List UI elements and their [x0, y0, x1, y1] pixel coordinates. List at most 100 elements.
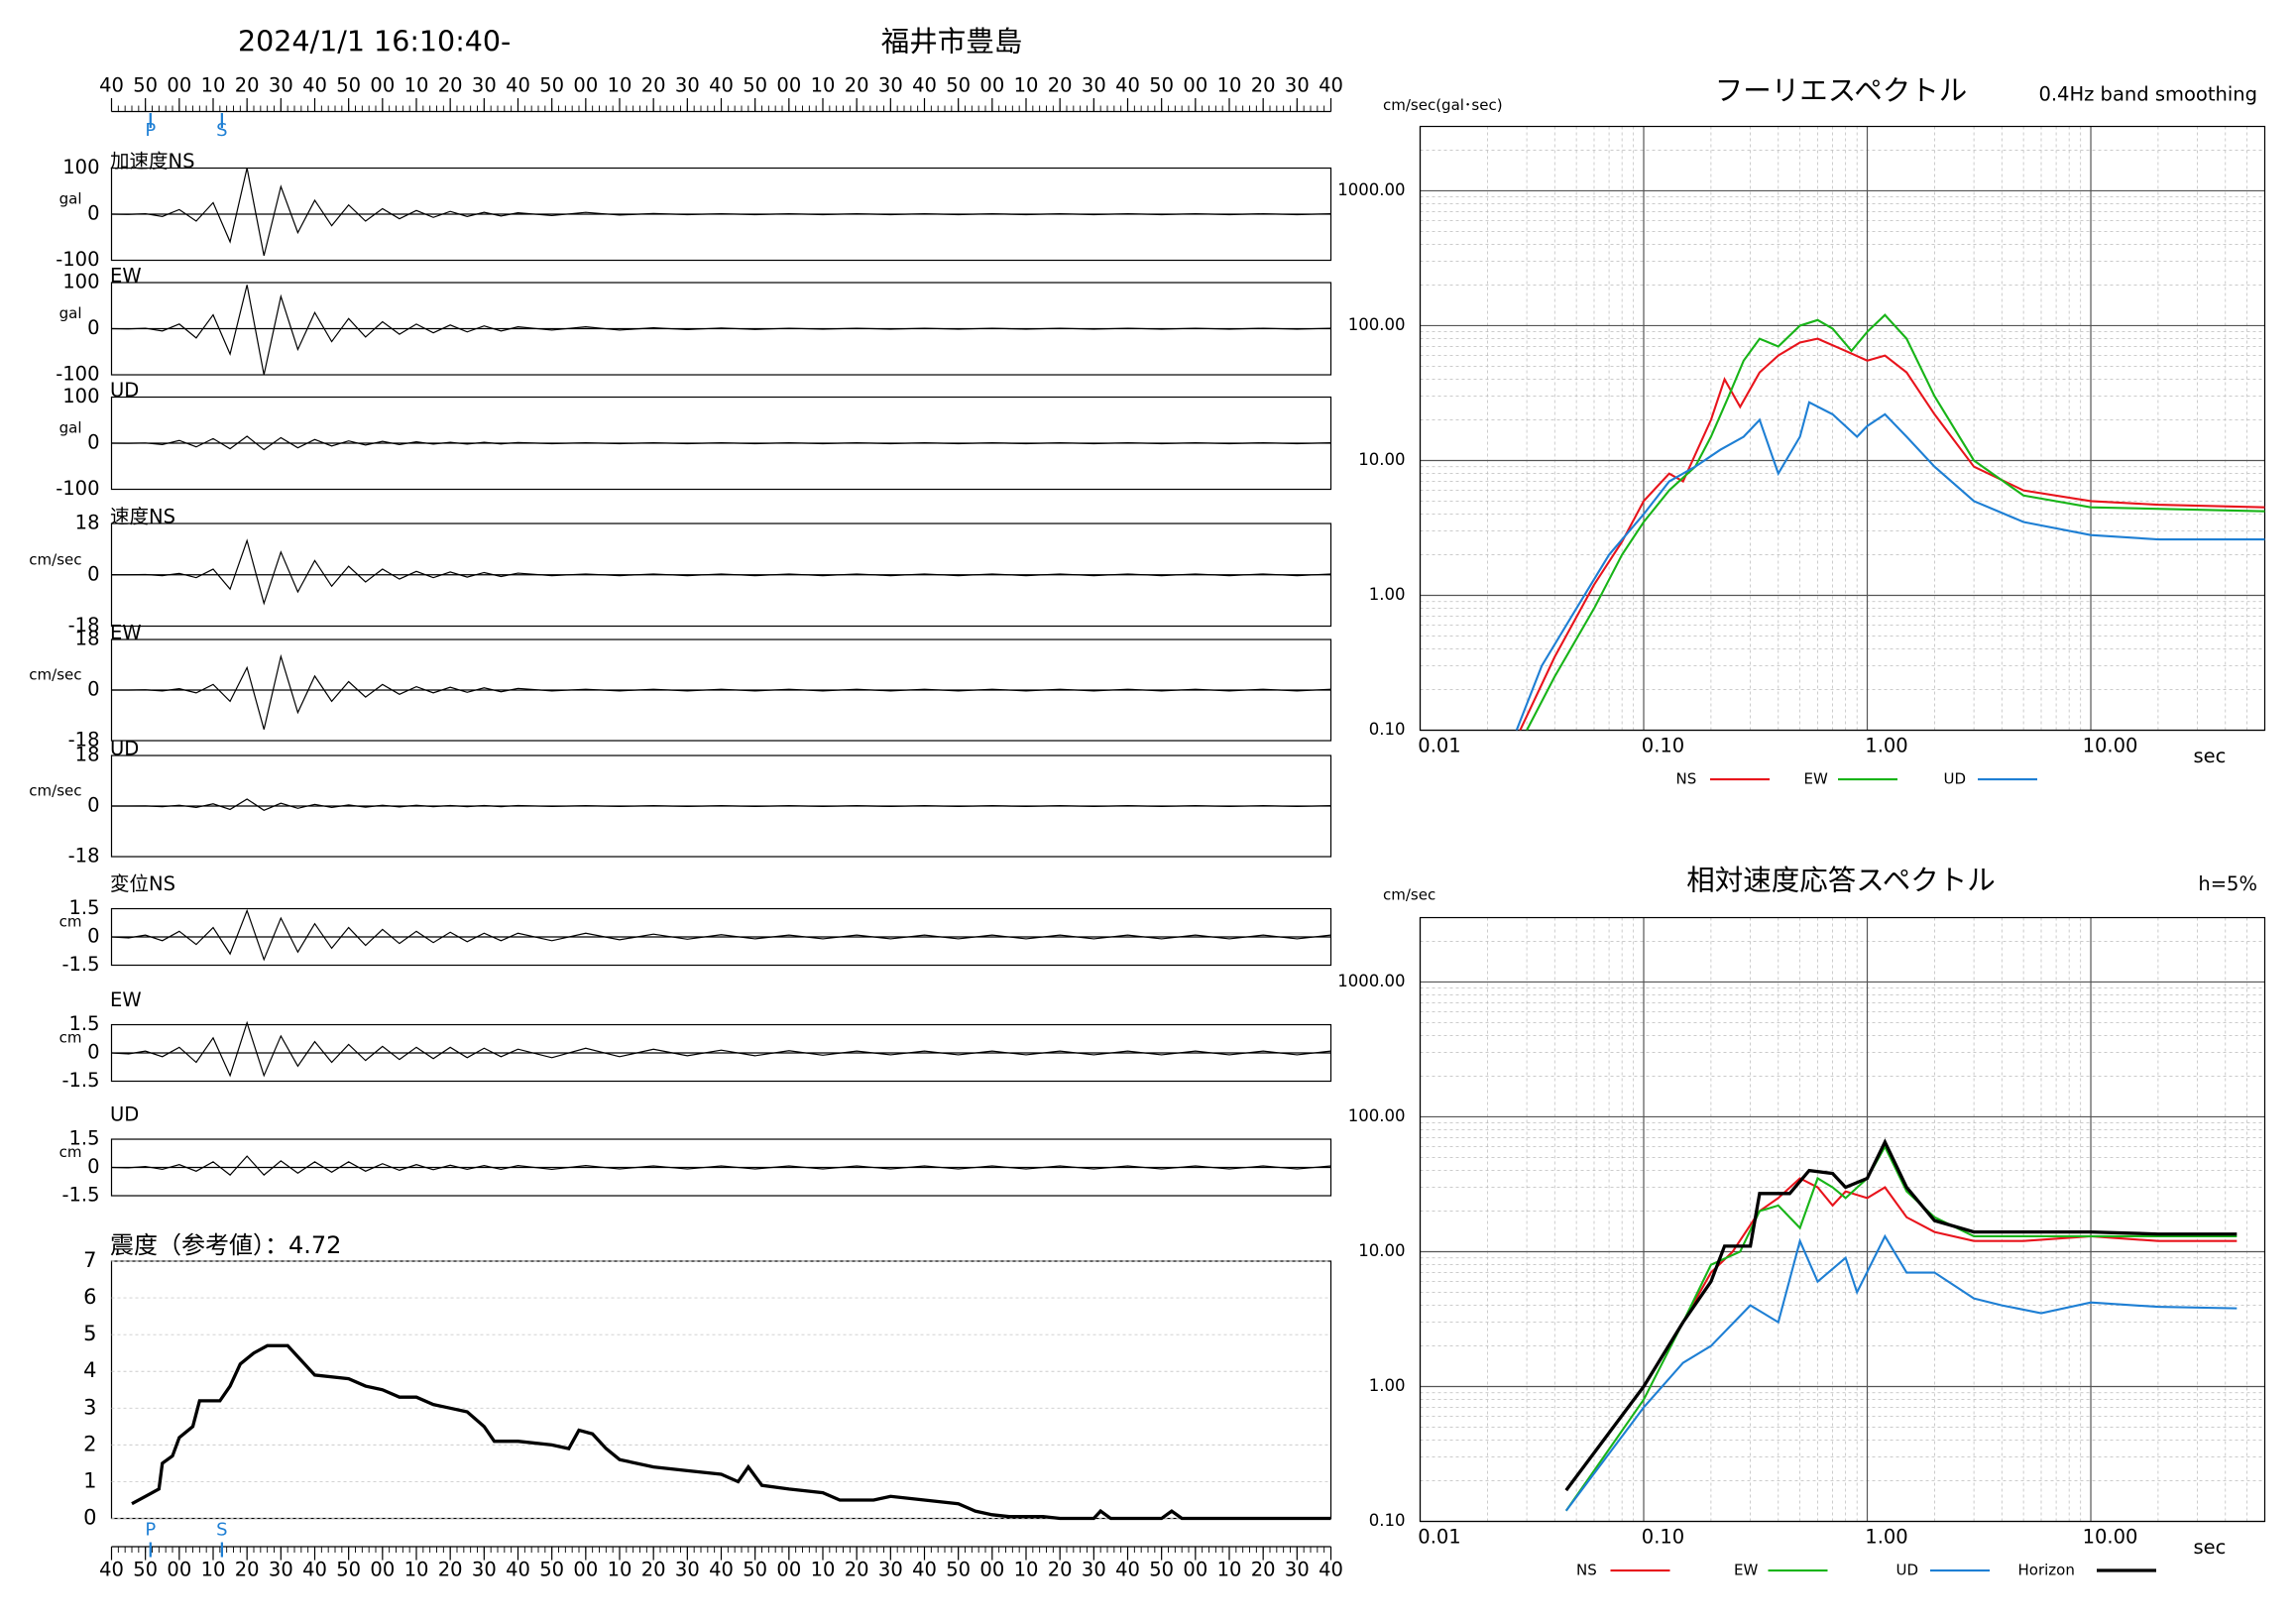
time-tick-label: 00 — [167, 1559, 191, 1581]
panel-label: UD — [110, 379, 139, 402]
panel-label: 変位NS — [110, 872, 175, 895]
time-tick-label: 10 — [201, 74, 226, 97]
intensity-line — [131, 1343, 1331, 1521]
phase-label: P — [145, 1520, 156, 1541]
time-tick-label: 50 — [743, 1559, 767, 1581]
x-tick-label: 0.10 — [1642, 1526, 1684, 1549]
y-tick-label: 1.00 — [1369, 585, 1406, 604]
time-tick-label: 00 — [776, 74, 801, 97]
spectrum-line — [1519, 337, 2265, 731]
y-tick-label: 1.00 — [1369, 1376, 1406, 1395]
y-tick-label: 1000.00 — [1337, 972, 1405, 990]
time-tick-label: 20 — [641, 1559, 666, 1581]
time-tick-label: 40 — [1115, 1559, 1140, 1581]
spectrum-line — [1526, 313, 2265, 731]
y-tick-label: -100 — [56, 248, 99, 271]
time-tick-label: 30 — [1082, 1559, 1106, 1581]
time-tick-label: 30 — [1285, 1559, 1310, 1581]
time-tick-label: 40 — [302, 1559, 327, 1581]
panel-label: EW — [110, 265, 142, 288]
x-tick-label: 0.10 — [1642, 735, 1684, 757]
y-tick-label: -1.5 — [61, 1184, 99, 1207]
x-tick-label: 0.01 — [1418, 1526, 1460, 1549]
time-tick-label: 10 — [1217, 1559, 1242, 1581]
panel-label: 速度NS — [110, 506, 175, 528]
waveform — [111, 653, 1331, 730]
y-tick-label: -100 — [56, 477, 99, 500]
time-tick-label: 10 — [608, 1559, 632, 1581]
y-tick-label: -18 — [68, 845, 100, 868]
spectrum-note: h=5% — [2198, 872, 2257, 895]
time-tick-label: 40 — [99, 74, 124, 97]
time-tick-label: 10 — [201, 1559, 226, 1581]
time-tick-label: 30 — [472, 74, 497, 97]
time-tick-label: 00 — [370, 1559, 395, 1581]
time-tick-label: 00 — [1183, 74, 1207, 97]
y-tick-label: 2 — [83, 1432, 96, 1455]
unit-label: cm/sec — [29, 550, 81, 568]
title: 2024/1/1 16:10:40- — [238, 26, 511, 58]
time-tick-label: 40 — [709, 1559, 734, 1581]
y-tick-label: 1.5 — [68, 1012, 99, 1035]
x-axis-label: sec — [2194, 1536, 2227, 1559]
time-tick-label: 50 — [539, 1559, 564, 1581]
y-tick-label: 1.5 — [68, 1127, 99, 1150]
unit-label: cm/sec — [29, 666, 81, 684]
unit-label: gal — [59, 190, 82, 208]
y-tick-label: 10.00 — [1358, 450, 1405, 469]
unit-label: gal — [59, 304, 82, 322]
panel-label: EW — [110, 622, 142, 644]
waveform — [111, 285, 1331, 376]
time-tick-label: 20 — [1048, 1559, 1073, 1581]
time-tick-label: 10 — [1014, 74, 1039, 97]
phase-label: P — [145, 120, 156, 141]
time-tick-label: 50 — [946, 1559, 971, 1581]
time-tick-label: 40 — [506, 74, 530, 97]
time-tick-label: 50 — [133, 74, 158, 97]
y-tick-label: 100.00 — [1348, 315, 1406, 334]
time-tick-label: 00 — [370, 74, 395, 97]
time-tick-label: 40 — [1115, 74, 1140, 97]
phase-label: S — [216, 120, 227, 141]
time-tick-label: 10 — [404, 74, 429, 97]
plot-frame — [1419, 125, 2266, 732]
time-tick-label: 50 — [539, 74, 564, 97]
unit-label: cm — [59, 1029, 82, 1047]
waveform — [111, 538, 1331, 606]
unit-label: gal — [59, 419, 82, 437]
y-tick-label: 0 — [87, 1041, 99, 1064]
y-tick-label: 100 — [62, 385, 99, 407]
time-tick-label: 20 — [235, 1559, 260, 1581]
time-tick-label: 20 — [845, 1559, 869, 1581]
y-tick-label: 0 — [87, 562, 99, 585]
panel-label: EW — [110, 988, 142, 1011]
time-tick-label: 30 — [472, 1559, 497, 1581]
y-tick-label: 1000.00 — [1337, 180, 1405, 199]
time-tick-label: 30 — [1082, 74, 1106, 97]
spectrum-line — [1564, 1138, 2238, 1492]
time-tick-label: 50 — [946, 74, 971, 97]
time-tick-label: 50 — [743, 74, 767, 97]
time-tick-label: 20 — [1048, 74, 1073, 97]
time-tick-label: 30 — [1285, 74, 1310, 97]
unit-label: cm — [59, 913, 82, 931]
spectrum-line — [1564, 1177, 2238, 1491]
x-tick-label: 10.00 — [2083, 1526, 2138, 1549]
time-tick-label: 00 — [979, 1559, 1004, 1581]
time-tick-label: 40 — [912, 1559, 937, 1581]
y-tick-label: 100 — [62, 271, 99, 293]
time-tick-label: 10 — [404, 1559, 429, 1581]
time-tick-label: 10 — [811, 1559, 836, 1581]
time-tick-label: 20 — [1251, 74, 1276, 97]
time-tick-label: 50 — [1149, 1559, 1174, 1581]
y-tick-label: 100 — [62, 156, 99, 178]
time-tick-label: 10 — [811, 74, 836, 97]
y-tick-label: -100 — [56, 363, 99, 386]
y-tick-label: 0 — [87, 925, 99, 948]
time-tick-label: 10 — [1014, 1559, 1039, 1581]
spectrum-line — [1564, 1233, 2238, 1512]
y-tick-label: 0 — [87, 794, 99, 817]
y-tick-label: -1.5 — [61, 953, 99, 976]
time-tick-label: 30 — [878, 74, 903, 97]
